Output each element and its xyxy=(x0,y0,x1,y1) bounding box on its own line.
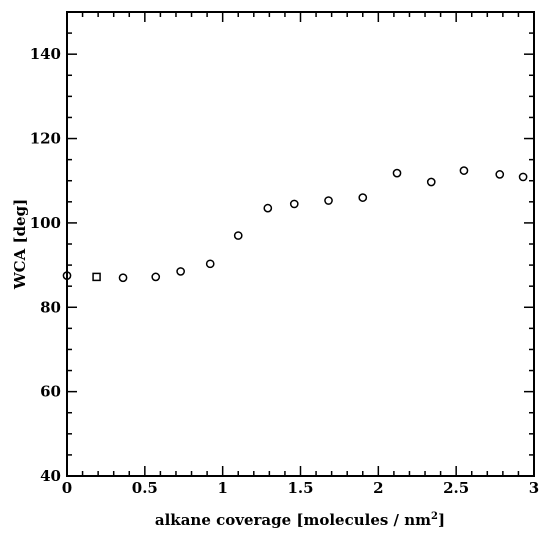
data-markers xyxy=(62,166,528,283)
x-tick-label: 0.5 xyxy=(132,479,158,497)
data-point xyxy=(392,168,402,178)
data-point xyxy=(495,170,505,179)
data-point xyxy=(518,172,528,182)
data-point xyxy=(151,272,161,282)
plot-frame xyxy=(66,11,535,477)
data-point xyxy=(62,271,72,280)
x-tick-label: 0 xyxy=(62,479,72,497)
y-tick-label: 120 xyxy=(30,130,61,148)
data-point xyxy=(233,231,243,240)
y-tick-label: 100 xyxy=(30,214,61,232)
y-axis-title: WCA [deg] xyxy=(11,199,29,290)
data-point xyxy=(426,177,436,187)
y-tick-label: 60 xyxy=(40,383,61,401)
x-tick-label: 2.5 xyxy=(443,479,469,497)
x-tick-label: 3 xyxy=(529,479,539,497)
data-point xyxy=(263,203,273,213)
data-point-square xyxy=(92,272,101,282)
tick-labels: 0 0.5 1 1.5 2 2.5 3 40 60 80 100 120 140 xyxy=(30,45,540,497)
data-point xyxy=(358,193,368,202)
x-tick-label: 2 xyxy=(373,479,383,497)
data-point xyxy=(459,166,469,175)
data-point xyxy=(118,273,128,283)
y-tick-label: 80 xyxy=(40,298,61,316)
data-point xyxy=(324,196,333,205)
y-tick-label: 140 xyxy=(30,45,61,63)
x-tick-label: 1.5 xyxy=(287,479,313,497)
axis-ticks xyxy=(66,11,535,477)
data-point xyxy=(176,267,185,276)
x-axis-title: alkane coverage [molecules / nm2] xyxy=(155,511,445,529)
y-tick-label: 40 xyxy=(40,467,61,485)
x-tick-label: 1 xyxy=(217,479,227,497)
data-point xyxy=(205,259,215,269)
data-point xyxy=(289,199,299,209)
